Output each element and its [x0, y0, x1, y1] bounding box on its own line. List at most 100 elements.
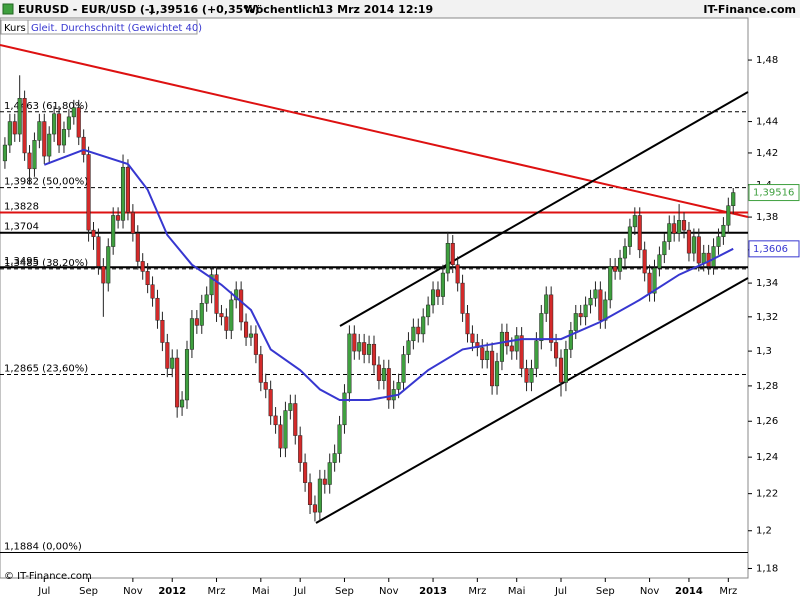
candle-body — [632, 215, 637, 228]
candle-body — [209, 274, 214, 296]
candle-body — [229, 299, 234, 331]
candle-body — [219, 313, 224, 318]
y-tick-label: 1,24 — [756, 452, 778, 463]
candle-body — [534, 340, 539, 369]
candle-body — [140, 261, 145, 272]
candle-body — [135, 233, 140, 262]
candle-body — [558, 357, 564, 383]
candle-body — [381, 368, 386, 381]
y-tick-label: 1,22 — [756, 489, 778, 500]
candle-body — [327, 462, 332, 485]
candle-body — [509, 345, 514, 352]
level-label: 1,3704 — [4, 222, 39, 233]
x-tick-label: Mai — [252, 586, 270, 597]
x-tick-label: Mai — [508, 586, 526, 597]
candle-body — [440, 272, 445, 297]
y-tick-label: 1,28 — [756, 381, 778, 392]
candle-body — [7, 121, 12, 146]
candle-body — [514, 335, 519, 352]
candle-body — [450, 242, 455, 265]
candle-body — [416, 326, 421, 335]
x-tick-label: Nov — [379, 586, 399, 597]
trend-line — [0, 44, 749, 218]
candle-body — [622, 246, 628, 259]
candle-body — [431, 289, 436, 306]
candle-body — [716, 236, 721, 247]
candle-body — [647, 272, 652, 294]
legend-label: Gleit. Durchschnitt (Gewichtet 40) — [31, 23, 202, 34]
y-tick-label: 1,34 — [756, 278, 778, 289]
candle-body — [696, 236, 701, 264]
candle-body — [307, 482, 313, 505]
candle-body — [125, 166, 130, 213]
candle-body — [258, 354, 263, 383]
candle-body — [120, 166, 126, 221]
x-tick-label: Jul — [293, 586, 306, 597]
candle-body — [637, 215, 642, 251]
x-tick-label: Nov — [640, 586, 660, 597]
footer: © IT-Finance.com — [4, 571, 92, 582]
channel-lower — [315, 277, 749, 524]
candle-body — [52, 113, 57, 135]
candle-body — [691, 236, 696, 254]
price-box-label: 1,39516 — [753, 188, 794, 199]
candle-body — [657, 254, 662, 269]
candle-body — [37, 121, 42, 141]
candle-body — [312, 504, 317, 513]
candle-body — [485, 350, 490, 361]
level-label: 1,3828 — [4, 202, 39, 213]
candle-body — [194, 318, 199, 326]
candle-body — [529, 368, 534, 383]
candle-body — [435, 289, 441, 297]
candle-body — [273, 415, 278, 426]
candle-body — [116, 215, 121, 221]
candle-body — [91, 229, 96, 237]
legend-label: Kurs — [4, 23, 26, 34]
candle-body — [184, 349, 190, 401]
y-tick-label: 1,2 — [756, 526, 772, 537]
candle-body — [71, 107, 76, 118]
candle-body — [504, 331, 509, 347]
candle-body — [460, 282, 465, 314]
candle-body — [677, 220, 682, 234]
candle-body — [662, 241, 667, 256]
candle-body — [293, 403, 298, 436]
moving-average — [43, 148, 734, 401]
level-label: 1,3495 — [4, 256, 39, 267]
candle-body — [455, 264, 460, 284]
candle-body — [549, 294, 554, 343]
symbol-icon — [2, 3, 14, 15]
candle-body — [421, 316, 426, 335]
brand: IT-Finance.com — [703, 3, 796, 16]
candle-body — [47, 133, 52, 157]
price-box — [748, 184, 800, 202]
candle-body — [224, 316, 229, 331]
candle-body — [106, 246, 111, 284]
channel-upper — [339, 91, 749, 327]
candle-body — [563, 349, 568, 383]
candle-body — [12, 121, 17, 135]
x-tick-label: 2012 — [158, 586, 186, 597]
candle-body — [573, 313, 578, 331]
candle-body — [298, 435, 303, 463]
candle-body — [426, 304, 431, 318]
candle-body — [519, 335, 524, 369]
x-tick-label: Jul — [37, 586, 50, 597]
candle-body — [165, 342, 170, 369]
candle-body — [66, 116, 71, 130]
candle-body — [189, 318, 194, 350]
candle-body — [27, 152, 32, 170]
candle-body — [406, 340, 411, 355]
candle-body — [376, 364, 381, 381]
candle-body — [248, 333, 254, 338]
candle-body — [411, 326, 416, 342]
candle-body — [480, 347, 485, 361]
candle-body — [337, 424, 342, 454]
candle-body — [17, 98, 22, 135]
period: Wöchentlich — [244, 3, 320, 16]
candle-body — [288, 403, 293, 411]
candle-body — [362, 342, 367, 355]
y-tick-label: 1,18 — [756, 563, 778, 574]
